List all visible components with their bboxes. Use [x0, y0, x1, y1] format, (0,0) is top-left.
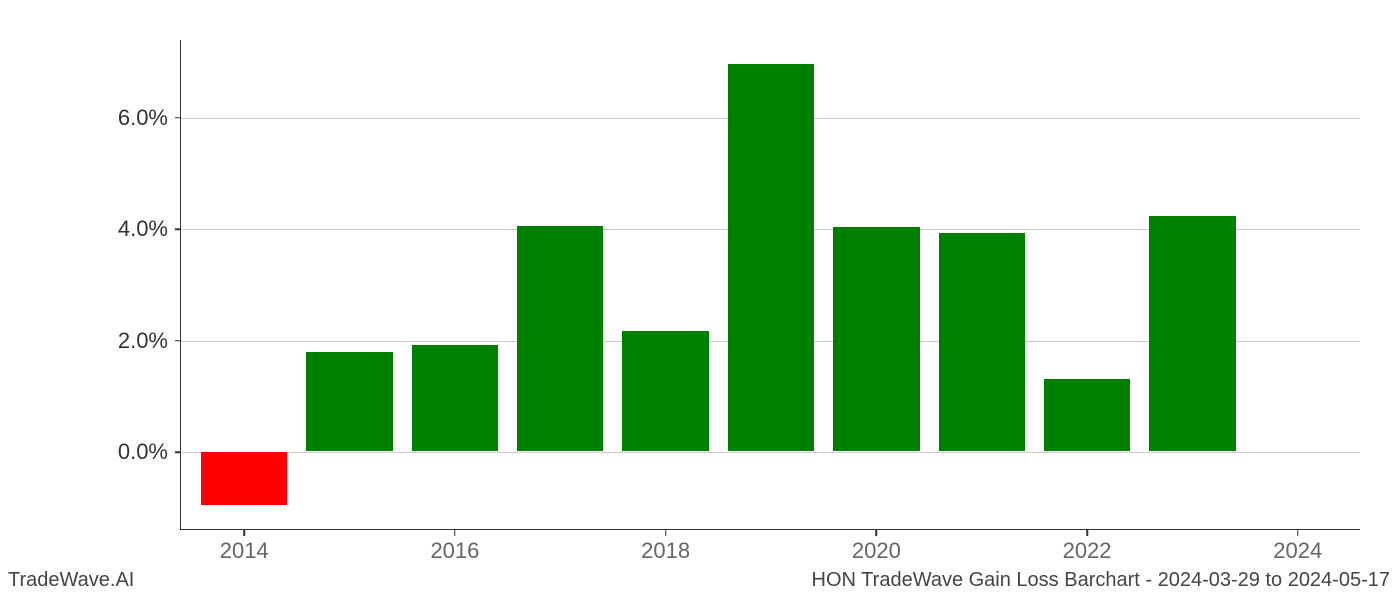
y-tick-label: 2.0% [78, 328, 168, 354]
y-tick-mark [175, 117, 181, 119]
x-tick-mark [1086, 530, 1088, 536]
y-tick-mark [175, 340, 181, 342]
bar-2018 [622, 331, 708, 451]
plot-area: 0.0%2.0%4.0%6.0%201420162018202020222024 [180, 40, 1360, 530]
x-tick-mark [454, 530, 456, 536]
bar-2016 [412, 345, 498, 451]
bar-2014 [201, 452, 287, 505]
x-tick-label: 2016 [430, 538, 479, 564]
x-tick-mark [243, 530, 245, 536]
bar-2019 [728, 64, 814, 451]
bar-2017 [517, 226, 603, 452]
chart-container: 0.0%2.0%4.0%6.0%201420162018202020222024 [180, 40, 1360, 530]
bar-2023 [1149, 216, 1235, 451]
y-tick-mark [175, 451, 181, 453]
y-tick-mark [175, 229, 181, 231]
bar-2021 [939, 233, 1025, 451]
footer-left-label: TradeWave.AI [8, 569, 134, 592]
y-tick-label: 6.0% [78, 105, 168, 131]
x-tick-mark [1297, 530, 1299, 536]
footer-right-label: HON TradeWave Gain Loss Barchart - 2024-… [812, 569, 1390, 592]
x-tick-mark [876, 530, 878, 536]
x-tick-label: 2024 [1273, 538, 1322, 564]
x-tick-label: 2014 [220, 538, 269, 564]
bar-2022 [1044, 379, 1130, 451]
x-tick-label: 2022 [1063, 538, 1112, 564]
y-tick-label: 0.0% [78, 439, 168, 465]
bar-2015 [306, 352, 392, 451]
x-tick-label: 2020 [852, 538, 901, 564]
x-tick-label: 2018 [641, 538, 690, 564]
x-tick-mark [665, 530, 667, 536]
bar-2020 [833, 227, 919, 451]
y-tick-label: 4.0% [78, 216, 168, 242]
gridline [181, 452, 1360, 453]
